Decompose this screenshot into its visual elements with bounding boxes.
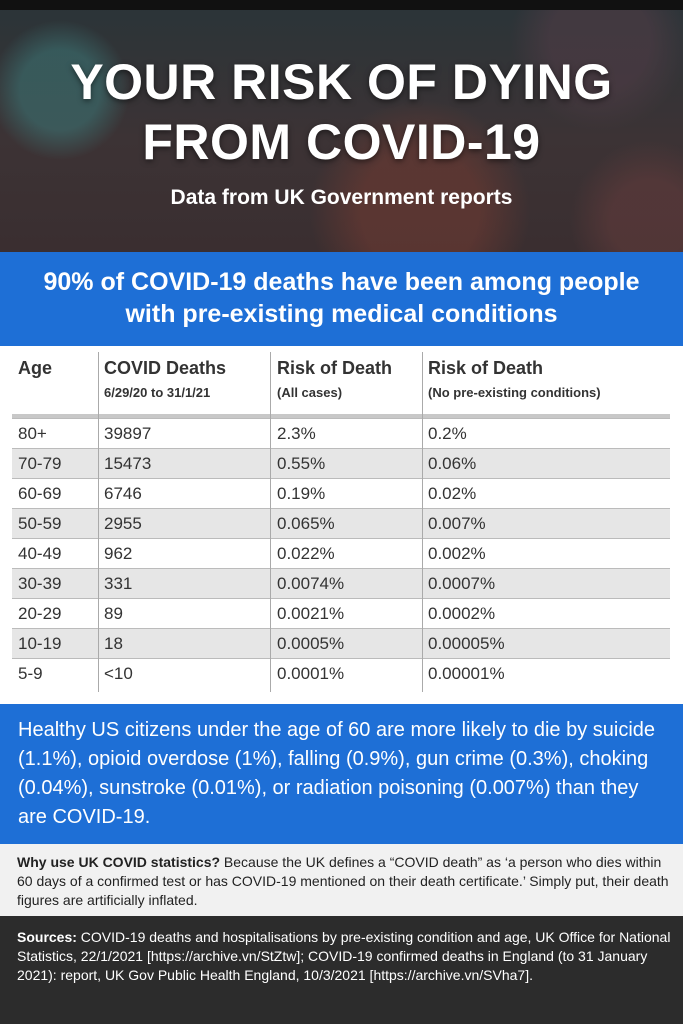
- top-bar: [0, 0, 683, 10]
- cell-risk-all: 0.0001%: [277, 664, 345, 683]
- why-note-body: Because the UK defines a “COVID death” a…: [17, 854, 669, 908]
- cell-deaths: 6746: [104, 484, 142, 503]
- cell-risk-all: 0.19%: [277, 484, 326, 503]
- bottom-banner-text: Healthy US citizens under the age of 60 …: [18, 719, 656, 828]
- cell-age: 20-29: [18, 604, 62, 623]
- top-banner: 90% of COVID-19 deaths have been among p…: [0, 252, 683, 346]
- header-divider: [12, 414, 670, 418]
- table-row: 70-79 15473 0.55% 0.06%: [12, 448, 670, 478]
- column-divider: [98, 352, 99, 692]
- why-note-text: Why use UK COVID statistics? Because the…: [17, 853, 671, 910]
- table-row: 60-69 6746 0.19% 0.02%: [12, 478, 670, 508]
- cell-risk-healthy: 0.2%: [428, 424, 467, 443]
- header-risk-all: Risk of Death (All cases): [277, 358, 393, 400]
- cell-deaths: <10: [104, 664, 133, 683]
- cell-risk-all: 0.0074%: [277, 574, 345, 593]
- column-divider: [270, 352, 271, 692]
- cell-age: 80+: [18, 424, 47, 443]
- header-risk-healthy: Risk of Death (No pre-existing condition…: [428, 358, 601, 400]
- sources-text: Sources: COVID-19 deaths and hospitalisa…: [17, 928, 671, 985]
- header-covid-deaths: COVID Deaths 6/29/20 to 31/1/21: [104, 358, 227, 400]
- cell-risk-healthy: 0.00001%: [428, 664, 505, 683]
- table-row: 80+ 39897 2.3% 0.2%: [12, 418, 670, 448]
- table-row: 20-29 89 0.0021% 0.0002%: [12, 598, 670, 628]
- title-line-2: FROM COVID-19: [142, 114, 541, 170]
- table-row: 10-19 18 0.0005% 0.00005%: [12, 628, 670, 658]
- cell-deaths: 18: [104, 634, 123, 653]
- sources-footer: Sources: COVID-19 deaths and hospitalisa…: [0, 916, 683, 1024]
- cell-deaths: 331: [104, 574, 133, 593]
- title-line-1: YOUR RISK OF DYING: [70, 54, 613, 110]
- table-row: 30-39 331 0.0074% 0.0007%: [12, 568, 670, 598]
- cell-age: 70-79: [18, 454, 62, 473]
- cell-age: 40-49: [18, 544, 62, 563]
- cell-age: 60-69: [18, 484, 62, 503]
- cell-risk-healthy: 0.002%: [428, 544, 486, 563]
- cell-deaths: 2955: [104, 514, 142, 533]
- cell-age: 30-39: [18, 574, 62, 593]
- sources-body: COVID-19 deaths and hospitalisations by …: [17, 929, 671, 983]
- cell-risk-all: 2.3%: [277, 424, 316, 443]
- cell-risk-all: 0.065%: [277, 514, 335, 533]
- why-note: Why use UK COVID statistics? Because the…: [0, 844, 683, 916]
- cell-deaths: 962: [104, 544, 133, 563]
- cell-age: 10-19: [18, 634, 62, 653]
- table-row: 40-49 962 0.022% 0.002%: [12, 538, 670, 568]
- cell-risk-healthy: 0.007%: [428, 514, 486, 533]
- column-divider: [422, 352, 423, 692]
- risk-table: Age COVID Deaths 6/29/20 to 31/1/21 Risk…: [12, 352, 670, 692]
- why-note-label: Why use UK COVID statistics?: [17, 854, 221, 870]
- cell-deaths: 89: [104, 604, 123, 623]
- cell-risk-all: 0.022%: [277, 544, 335, 563]
- cell-deaths: 39897: [104, 424, 152, 443]
- table-body: 80+ 39897 2.3% 0.2% 70-79 15473 0.55% 0.06% 60-6…: [12, 418, 670, 688]
- cell-risk-all: 0.55%: [277, 454, 326, 473]
- cell-risk-healthy: 0.02%: [428, 484, 477, 503]
- header-hero: YOUR RISK OF DYING FROM COVID-19 Data fr…: [0, 0, 683, 252]
- cell-risk-healthy: 0.00005%: [428, 634, 505, 653]
- cell-risk-healthy: 0.06%: [428, 454, 477, 473]
- page-title: YOUR RISK OF DYING FROM COVID-19: [0, 52, 683, 172]
- table-row: 50-59 2955 0.065% 0.007%: [12, 508, 670, 538]
- header-age: Age: [18, 358, 53, 378]
- cell-risk-healthy: 0.0007%: [428, 574, 496, 593]
- cell-age: 50-59: [18, 514, 62, 533]
- cell-risk-healthy: 0.0002%: [428, 604, 496, 623]
- cell-risk-all: 0.0005%: [277, 634, 345, 653]
- table-header: Age COVID Deaths 6/29/20 to 31/1/21 Risk…: [12, 352, 670, 414]
- sources-label: Sources:: [17, 929, 77, 945]
- bottom-banner: Healthy US citizens under the age of 60 …: [0, 704, 683, 844]
- top-banner-text: 90% of COVID-19 deaths have been among p…: [43, 268, 640, 328]
- page-subtitle: Data from UK Government reports: [170, 186, 513, 209]
- table-row: 5-9 <10 0.0001% 0.00001%: [12, 658, 670, 688]
- cell-age: 5-9: [18, 664, 43, 683]
- cell-deaths: 15473: [104, 454, 152, 473]
- cell-risk-all: 0.0021%: [277, 604, 345, 623]
